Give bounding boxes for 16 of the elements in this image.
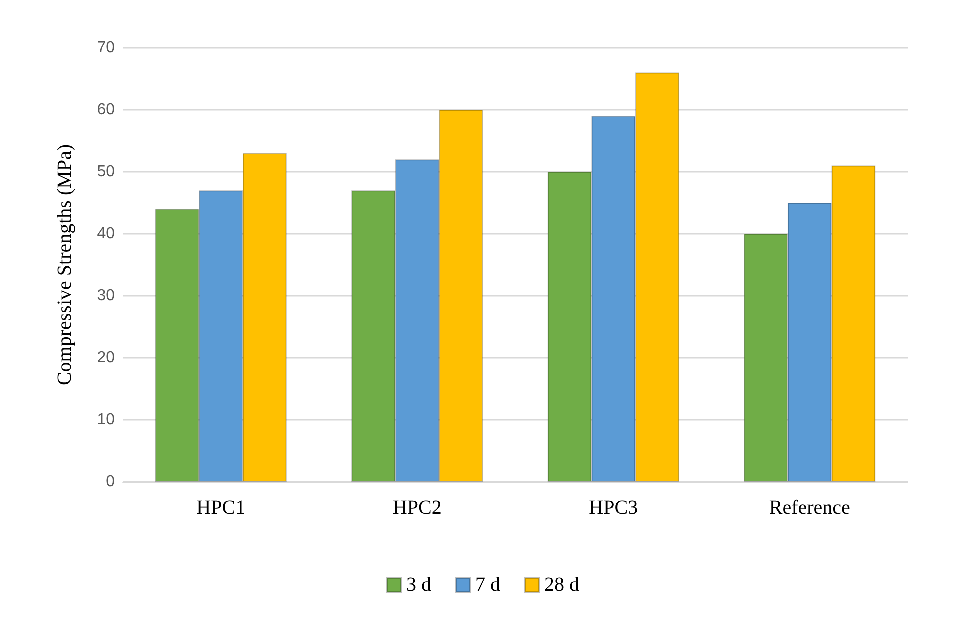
y-axis-title: Compressive Strengths (MPa) [54, 144, 76, 386]
y-tick-label: 40 [97, 226, 116, 242]
y-tick-label: 60 [97, 102, 116, 118]
y-tick-label: 10 [97, 412, 116, 428]
y-tick-label: 30 [97, 288, 116, 304]
y-tick-label: 20 [97, 350, 116, 366]
legend-label: 3 d [406, 574, 432, 596]
x-tick-label: HPC3 [589, 497, 638, 519]
x-tick-label: Reference [769, 497, 851, 519]
x-tick-label: HPC2 [392, 497, 442, 519]
y-tick-label: 70 [97, 40, 116, 56]
legend-label: 7 d [476, 574, 500, 596]
y-tick-label: 0 [106, 474, 116, 490]
y-tick-label: 50 [97, 164, 116, 180]
x-tick-label: HPC1 [196, 497, 246, 519]
legend-label: 28 d [544, 574, 580, 596]
